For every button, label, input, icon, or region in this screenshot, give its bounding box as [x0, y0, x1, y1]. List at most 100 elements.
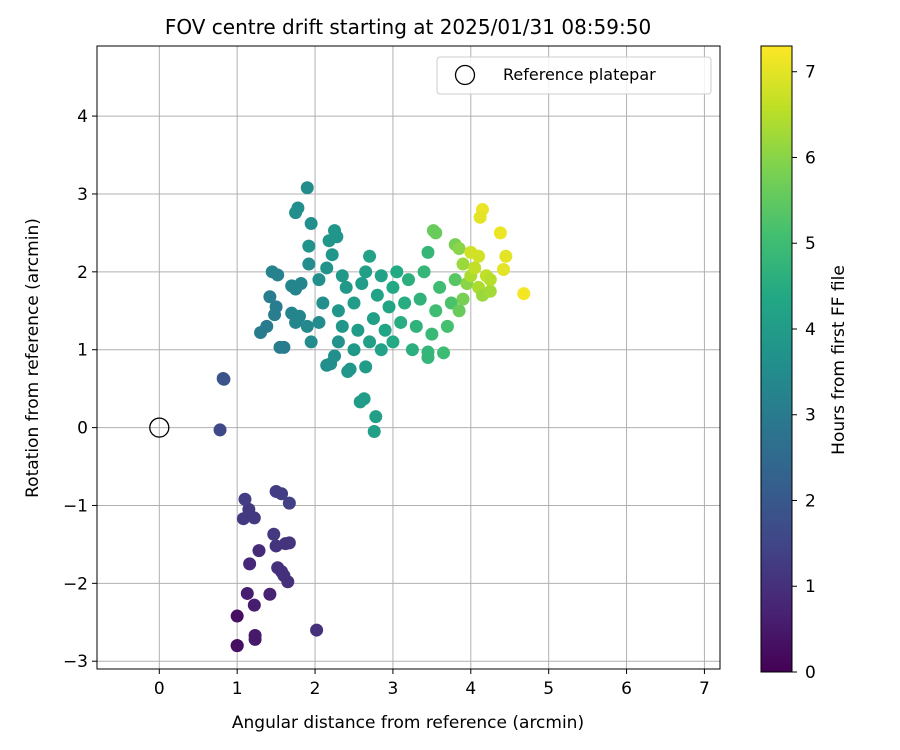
data-point: [335, 269, 349, 283]
data-point: [497, 263, 511, 277]
data-point: [304, 335, 318, 349]
data-point: [413, 292, 427, 306]
data-point: [339, 280, 353, 294]
data-point: [294, 277, 308, 291]
data-point: [213, 423, 227, 437]
data-point: [247, 598, 261, 612]
data-point: [473, 210, 487, 224]
data-point: [335, 319, 349, 333]
data-point: [374, 269, 388, 283]
y-tick-label: 3: [77, 185, 88, 205]
data-point: [468, 261, 482, 275]
data-point: [243, 557, 257, 571]
data-point: [456, 257, 470, 271]
data-point: [230, 639, 244, 653]
data-point: [374, 343, 388, 357]
data-point: [275, 487, 289, 501]
data-point: [230, 609, 244, 623]
chart-title: FOV centre drift starting at 2025/01/31 …: [165, 15, 651, 39]
data-point: [282, 496, 296, 510]
data-point: [289, 206, 303, 220]
data-point: [328, 224, 342, 238]
colorbar-ticks: 0 1 2 3 4 5 6 7: [792, 63, 816, 683]
data-point: [483, 284, 497, 298]
data-point: [304, 217, 318, 231]
data-point: [325, 248, 339, 262]
data-point: [363, 249, 377, 263]
data-point: [302, 257, 316, 271]
data-point: [421, 245, 435, 259]
y-tick-label: 1: [77, 341, 88, 361]
data-point: [320, 261, 334, 275]
y-tick-label: −2: [63, 574, 88, 594]
x-tick-label: 3: [388, 679, 399, 699]
colorbar-tick-label: 3: [805, 406, 816, 426]
data-point: [433, 280, 447, 294]
data-point: [429, 304, 443, 318]
data-point: [347, 296, 361, 310]
data-point: [248, 629, 262, 643]
data-point: [517, 287, 531, 301]
x-axis-ticks: 0 1 2 3 4 5 6 7: [154, 669, 710, 699]
data-point: [417, 265, 431, 279]
y-tick-label: −3: [63, 652, 88, 672]
data-point: [386, 280, 400, 294]
colorbar-tick-label: 5: [805, 234, 816, 254]
colorbar-tick-label: 7: [805, 63, 816, 83]
data-point: [268, 308, 282, 322]
data-point: [409, 319, 423, 333]
legend-entry-label: Reference platepar: [503, 65, 656, 84]
colorbar-tick-label: 1: [805, 577, 816, 597]
data-point: [263, 587, 277, 601]
colorbar-tick-label: 6: [805, 148, 816, 168]
data-point: [359, 360, 373, 374]
data-point: [483, 273, 497, 287]
x-tick-label: 6: [621, 679, 632, 699]
plot-frame: [96, 45, 721, 670]
data-point: [464, 245, 478, 259]
colorbar-tick-label: 2: [805, 491, 816, 511]
data-point: [363, 335, 377, 349]
data-point: [242, 502, 256, 516]
x-tick-label: 4: [465, 679, 476, 699]
data-point: [499, 249, 513, 263]
data-point: [271, 268, 285, 282]
data-point: [421, 345, 435, 359]
data-point: [370, 288, 384, 302]
data-point: [312, 315, 326, 329]
y-axis-ticks: −3 −2 −1 0 1 2 3 4: [63, 107, 97, 672]
data-point: [254, 326, 268, 340]
data-point: [263, 290, 277, 304]
data-point: [252, 544, 266, 558]
data-point: [273, 340, 287, 354]
data-point: [394, 315, 408, 329]
x-tick-label: 5: [543, 679, 554, 699]
data-point: [386, 335, 400, 349]
colorbar-gradient: [760, 45, 793, 673]
data-point: [382, 300, 396, 314]
data-point: [341, 365, 355, 379]
x-axis-label: Angular distance from reference (arcmin): [232, 713, 584, 733]
data-point: [320, 358, 334, 372]
y-tick-label: 2: [77, 263, 88, 283]
data-points: [213, 181, 531, 653]
data-point: [405, 343, 419, 357]
data-point: [282, 536, 296, 550]
reference-platepar-marker: [149, 417, 170, 438]
data-point: [402, 273, 415, 287]
data-point: [240, 586, 254, 600]
colorbar: 0 1 2 3 4 5 6 7 Hours from first FF file: [760, 45, 849, 683]
data-point: [448, 273, 462, 287]
y-tick-label: 0: [77, 419, 88, 439]
x-tick-label: 1: [232, 679, 243, 699]
data-point: [452, 241, 466, 255]
data-point: [452, 304, 466, 318]
data-point: [277, 569, 291, 583]
data-point: [493, 226, 507, 240]
data-point: [310, 623, 324, 637]
x-tick-label: 7: [699, 679, 710, 699]
data-point: [289, 315, 303, 329]
grid-lines: [97, 46, 720, 669]
data-point: [300, 319, 314, 333]
